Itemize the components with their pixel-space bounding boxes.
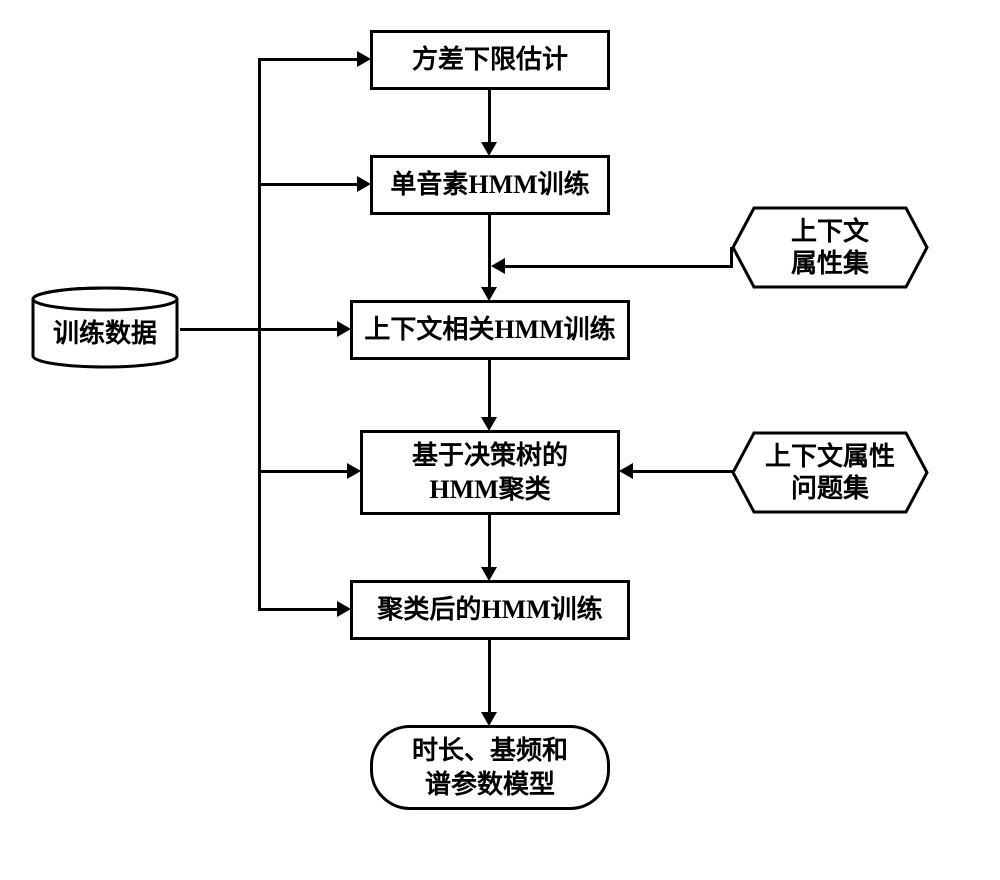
- process-box-clustered-hmm: 聚类后的HMM训练: [350, 580, 630, 640]
- arrow-line: [258, 58, 357, 61]
- terminator-label-line1: 时长、基频和: [412, 734, 568, 768]
- box4-label-line2: HMM聚类: [429, 473, 550, 507]
- arrow-line: [488, 640, 491, 712]
- hex1-label-line1: 上下文: [791, 216, 869, 247]
- box4-label-line1: 基于决策树的: [412, 439, 568, 473]
- box3-label: 上下文相关HMM训练: [364, 313, 615, 347]
- arrow-head-icon: [481, 712, 497, 726]
- arrow-line: [730, 247, 733, 250]
- arrow-head-icon: [347, 463, 361, 479]
- hex1-label-line2: 属性集: [791, 248, 869, 279]
- hex2-label-line2: 问题集: [791, 473, 869, 504]
- cylinder-label: 训练数据: [53, 319, 157, 348]
- arrow-head-icon: [481, 287, 497, 301]
- process-box-monophone: 单音素HMM训练: [370, 155, 610, 215]
- arrow-head-icon: [481, 142, 497, 156]
- box2-label: 单音素HMM训练: [390, 168, 589, 202]
- arrow-line: [488, 90, 491, 142]
- arrow-head-icon: [481, 567, 497, 581]
- arrow-line: [258, 608, 337, 611]
- data-hexagon-context-attrs: 上下文 属性集: [730, 205, 930, 290]
- arrow-head-icon: [357, 176, 371, 192]
- arrow-line: [505, 265, 733, 268]
- arrow-line: [488, 515, 491, 567]
- arrow-line: [488, 215, 491, 287]
- arrow-line: [488, 360, 491, 417]
- terminator-output: 时长、基频和 谱参数模型: [370, 725, 610, 810]
- hex2-label-line1: 上下文属性: [765, 441, 895, 472]
- arrow-line: [258, 183, 357, 186]
- arrow-line: [258, 58, 261, 610]
- box5-label: 聚类后的HMM训练: [377, 593, 602, 627]
- arrow-line: [633, 470, 733, 473]
- data-hexagon-context-questions: 上下文属性 问题集: [730, 430, 930, 515]
- arrow-head-icon: [337, 321, 351, 337]
- arrow-head-icon: [357, 51, 371, 67]
- process-box-context-hmm: 上下文相关HMM训练: [350, 300, 630, 360]
- arrow-head-icon: [619, 463, 633, 479]
- arrow-head-icon: [481, 417, 497, 431]
- terminator-label-line2: 谱参数模型: [425, 768, 555, 802]
- process-box-variance: 方差下限估计: [370, 30, 610, 90]
- arrow-head-icon: [337, 601, 351, 617]
- process-box-decision-tree: 基于决策树的 HMM聚类: [360, 430, 620, 515]
- box1-label: 方差下限估计: [412, 43, 568, 77]
- arrow-line: [730, 247, 733, 268]
- data-cylinder-training: 训练数据: [30, 285, 180, 370]
- arrow-head-icon: [491, 258, 505, 274]
- arrow-line: [258, 470, 347, 473]
